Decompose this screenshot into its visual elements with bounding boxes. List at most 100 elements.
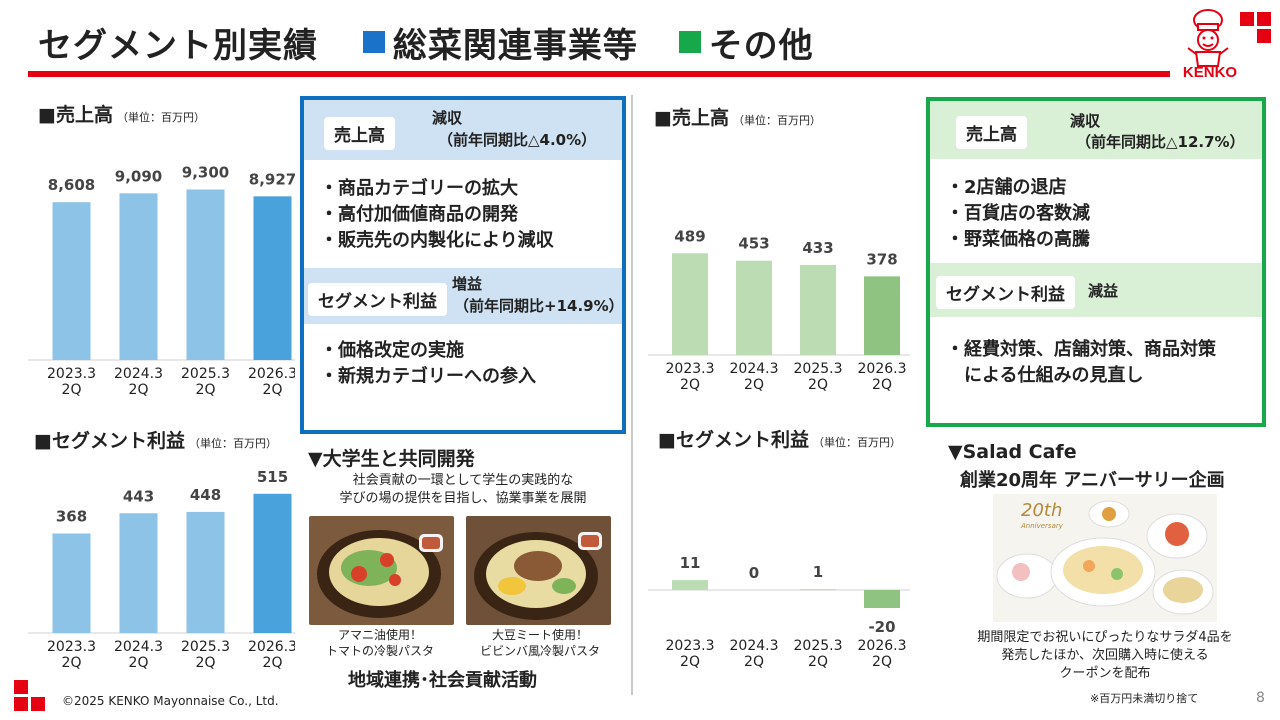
sales-detail: （前年同期比△12.7%） xyxy=(1076,133,1245,151)
category-label: 2024.3 xyxy=(114,366,163,382)
category-label: 2Q xyxy=(129,382,149,398)
bar xyxy=(864,590,900,608)
seg1-sales-label-text: ■売上高 xyxy=(38,104,113,126)
salad-anniversary-photo: 20th Anniversary xyxy=(993,494,1217,622)
data-label: 8,608 xyxy=(48,176,95,194)
bullet-item: による仕組みの見直し xyxy=(946,365,1144,386)
seg1-sales-unit: （単位：百万円） xyxy=(116,111,205,124)
seg2-sales-unit: （単位：百万円） xyxy=(732,114,821,127)
category-label: 2025.3 xyxy=(794,361,843,377)
category-label: 2Q xyxy=(808,377,828,393)
bibimbap-pasta-photo xyxy=(466,516,611,625)
tomato-pasta-photo xyxy=(309,516,454,625)
category-label: 2023.3 xyxy=(666,361,715,377)
category-label: 2025.3 xyxy=(794,638,843,654)
data-label: 368 xyxy=(56,508,87,526)
seg1-profit-label: ■セグメント利益 （単位：百万円） xyxy=(34,426,277,453)
seg2-profit-unit: （単位：百万円） xyxy=(812,436,901,449)
bar xyxy=(52,202,91,360)
caption-line: 大豆ミート使用！ xyxy=(491,628,588,642)
category-label: 2Q xyxy=(872,377,892,393)
bar xyxy=(253,196,292,360)
category-label: 2Q xyxy=(263,655,283,671)
bar xyxy=(672,253,708,355)
bullet-item: ・百貨店の客数減 xyxy=(946,203,1090,224)
seg2-profit-label-text: ■セグメント利益 xyxy=(658,429,809,451)
bar xyxy=(864,276,900,355)
category-label: 2Q xyxy=(196,382,216,398)
kenko-mascot-logo xyxy=(1187,9,1229,67)
bar xyxy=(800,589,836,591)
caption-tomato: アマニ油使用！ トマトの冷製パスタ xyxy=(300,627,460,659)
category-label: 2Q xyxy=(680,654,700,670)
bar xyxy=(253,493,292,633)
caption-line: アマニ油使用！ xyxy=(337,628,422,642)
bar xyxy=(119,193,158,360)
seg1-sales-label: ■売上高 （単位：百万円） xyxy=(38,100,205,127)
seg2-sales-label-text: ■売上高 xyxy=(654,107,729,129)
collab-footer: 地域連携･社会貢献活動 xyxy=(348,670,537,691)
bullet-item: ・2店舗の退店 xyxy=(946,177,1067,198)
title-seg1: 総菜関連事業等 xyxy=(392,26,638,66)
footer-square-icon xyxy=(31,697,45,711)
profit-detail: （前年同期比+14.9%） xyxy=(454,297,624,315)
seg1-sales-chart: 8,6082023.32Q9,0902024.32Q9,3002025.32Q8… xyxy=(28,164,295,398)
collab-desc-line: 学びの場の提供を目指し、協業事業を展開 xyxy=(339,491,587,506)
profit-pill: セグメント利益 xyxy=(936,276,1075,309)
seg2-profit-label: ■セグメント利益 （単位：百万円） xyxy=(658,425,901,452)
data-label: 9,300 xyxy=(182,164,229,182)
sales-bullets: ・2店舗の退店 ・百貨店の客数減 ・野菜価格の高騰 xyxy=(946,175,1090,253)
profit-bullets: ・価格改定の実施 ・新規カテゴリーへの参入 xyxy=(320,338,536,390)
section-divider xyxy=(631,95,633,695)
data-label: 11 xyxy=(680,554,701,572)
page-number: 8 xyxy=(1256,690,1265,706)
bar xyxy=(52,533,91,633)
seg1-summary-box: 売上高 減収 （前年同期比△4.0%） ・商品カテゴリーの拡大 ・高付加価値商品… xyxy=(300,96,626,434)
category-label: 2023.3 xyxy=(47,366,96,382)
bar xyxy=(186,189,225,360)
category-label: 2024.3 xyxy=(730,638,779,654)
footer-square-icon xyxy=(14,680,28,694)
bullet-item: ・商品カテゴリーの拡大 xyxy=(320,178,518,199)
category-label: 2026.3 xyxy=(248,366,295,382)
data-label: 378 xyxy=(866,250,897,268)
anniv-mark: 20th xyxy=(1021,500,1062,521)
profit-bullets: ・経費対策、店舗対策、商品対策 による仕組みの見直し xyxy=(946,337,1216,389)
data-label: 0 xyxy=(749,564,759,582)
category-label: 2023.3 xyxy=(47,639,96,655)
caption-line: トマトの冷製パスタ xyxy=(325,644,434,658)
green-square-icon xyxy=(678,31,701,53)
category-label: 2Q xyxy=(744,654,764,670)
data-label: 515 xyxy=(257,468,288,486)
category-label: 2Q xyxy=(808,654,828,670)
data-label: 8,927 xyxy=(249,170,295,188)
copyright: ©2025 KENKO Mayonnaise Co., Ltd. xyxy=(62,694,279,708)
seg1-profit-label-text: ■セグメント利益 xyxy=(34,430,185,452)
data-label: 433 xyxy=(802,239,833,257)
sales-detail: （前年同期比△4.0%） xyxy=(438,131,597,149)
data-label: 443 xyxy=(123,487,154,505)
title-main: セグメント別実績 xyxy=(38,26,318,66)
bar xyxy=(119,513,158,633)
category-label: 2Q xyxy=(129,655,149,671)
cafe-subheading: 創業20周年 アニバーサリー企画 xyxy=(960,470,1225,491)
bar xyxy=(736,260,772,355)
bar xyxy=(800,264,836,355)
sales-pill: 売上高 xyxy=(324,117,395,150)
collab-heading: ▼大学生と共同開発 xyxy=(308,448,475,470)
footer-square-icon xyxy=(14,697,28,711)
data-label: 448 xyxy=(190,486,221,504)
bullet-item: ・経費対策、店舗対策、商品対策 xyxy=(946,339,1216,360)
collab-description: 社会貢献の一環として学生の実践的な 学びの場の提供を目指し、協業事業を展開 xyxy=(304,472,622,508)
sales-bullets: ・商品カテゴリーの拡大 ・高付加価値商品の開発 ・販売先の内製化により減収 xyxy=(320,176,554,254)
sales-result: 減収 xyxy=(1070,112,1101,130)
data-label: 453 xyxy=(738,235,769,253)
bullet-item: ・高付加価値商品の開発 xyxy=(320,204,518,225)
category-label: 2023.3 xyxy=(666,638,715,654)
profit-result: 減益 xyxy=(1088,282,1119,300)
caption-bibimbap: 大豆ミート使用！ ビビンバ風冷製パスタ xyxy=(460,627,620,659)
blue-square-icon xyxy=(362,31,385,53)
bar xyxy=(672,580,708,590)
data-label: 1 xyxy=(813,563,823,581)
category-label: 2024.3 xyxy=(114,639,163,655)
